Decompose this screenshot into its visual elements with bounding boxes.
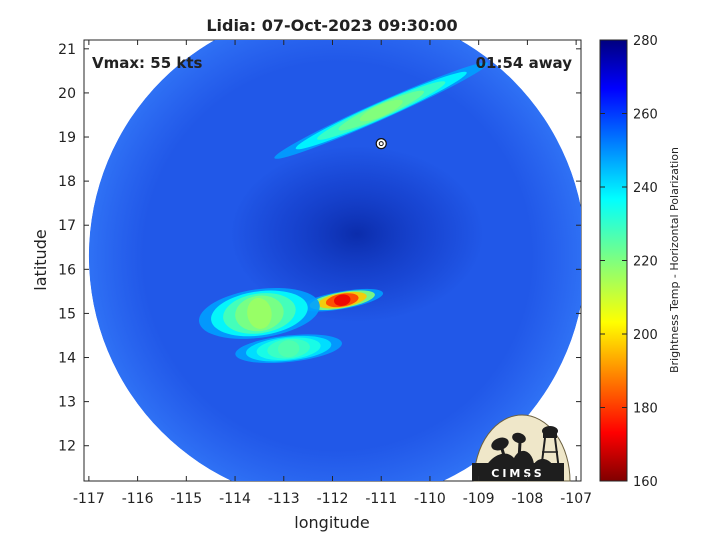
colorbar: 160 180 200 220 240 260 280 Brightness Temp - … [599, 34, 681, 490]
swath-group [88, 40, 581, 481]
band-southern-rainband [235, 334, 342, 364]
y-axis-label: latitude [31, 229, 50, 290]
colorbar-tick-label: 180 [633, 402, 658, 417]
y-tick-label: 21 [58, 42, 76, 58]
chart-title: Lidia: 07-Oct-2023 09:30:00 [206, 16, 457, 35]
x-tick-label: -114 [219, 491, 251, 507]
colorbar-tick-label: 260 [633, 108, 658, 123]
x-tick-label: -117 [73, 491, 105, 507]
colorbar-tick-label: 280 [633, 34, 658, 49]
band-layer [247, 297, 272, 329]
colorbar-ticks: 160 180 200 220 240 260 280 [600, 34, 658, 490]
band-southwest-rainband [199, 287, 320, 339]
colorbar-label: Brightness Temp - Horizontal Polarizatio… [668, 147, 681, 373]
colorbar-tick-label: 160 [633, 475, 658, 490]
storm-center-inner [378, 141, 384, 147]
storm-center-outer [375, 138, 387, 150]
colorbar-tick-label: 200 [633, 328, 658, 343]
y-tick-label: 18 [58, 174, 76, 190]
colorbar-tick-label: 220 [633, 255, 658, 270]
y-tick-label: 14 [58, 351, 76, 367]
cimss-logo: CIMSS [472, 414, 571, 482]
x-tick-label: -108 [512, 491, 544, 507]
band-eyewall-convection [301, 288, 384, 312]
vmax-annotation: Vmax: 55 kts [92, 54, 202, 72]
y-tick-label: 20 [58, 86, 76, 102]
x-tick-label: -111 [365, 491, 397, 507]
y-tick-label: 13 [58, 395, 76, 411]
y-axis-ticks: 12 13 14 15 16 17 18 19 20 21 [58, 42, 581, 455]
y-tick-label: 12 [58, 439, 76, 455]
x-axis-label: longitude [294, 513, 369, 532]
band-layer [359, 99, 403, 122]
x-axis-ticks: -117 -116 -115 -114 -113 -112 -111 -110 -109 -108… [73, 40, 592, 507]
y-tick-label: 15 [58, 306, 76, 322]
heatmap-layer [88, 40, 581, 481]
band-northern-outer-band [274, 62, 489, 159]
x-tick-label: -109 [463, 491, 495, 507]
y-tick-label: 19 [58, 130, 76, 146]
cold-core [230, 145, 484, 323]
cimss-logo-text: CIMSS [491, 467, 544, 480]
x-tick-label: -110 [414, 491, 446, 507]
x-tick-label: -115 [170, 491, 202, 507]
storm-center-marker [375, 138, 387, 150]
y-tick-label: 17 [58, 218, 76, 234]
colorbar-tick-label: 240 [633, 181, 658, 196]
y-tick-label: 16 [58, 262, 76, 278]
band-layer [277, 340, 300, 358]
x-tick-label: -112 [317, 491, 349, 507]
band-layer [334, 294, 351, 306]
x-tick-label: -113 [268, 491, 300, 507]
x-tick-label: -107 [560, 491, 592, 507]
convective-bands [199, 62, 489, 364]
time-away-annotation: 01:54 away [476, 54, 573, 72]
x-tick-label: -116 [122, 491, 154, 507]
